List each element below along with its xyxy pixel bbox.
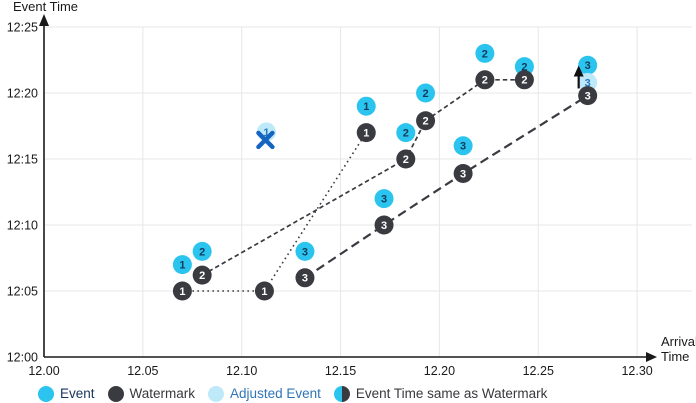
watermark-point (396, 149, 416, 169)
event-point (192, 241, 212, 261)
watermark-point (374, 215, 394, 235)
watermark-point (192, 265, 212, 285)
event-point-number: 2 (521, 62, 527, 74)
event-point (172, 255, 192, 275)
legend-item-watermark: Watermark (107, 385, 196, 402)
legend-item-event-same-as-watermark: Event Time same as Watermark (333, 385, 548, 402)
adjusted-event-point-number: 1 (263, 127, 269, 139)
y-tick-label: 12:20 (7, 87, 38, 101)
x-tick-label: 12.15 (325, 364, 356, 378)
event-point-number: 1 (179, 260, 185, 272)
watermark-point-number: 3 (381, 220, 387, 232)
legend-label-watermark: Watermark (129, 386, 196, 401)
watermark-point (172, 281, 192, 301)
event-point (295, 241, 315, 261)
event-point (374, 189, 394, 209)
event-point-number: 2 (199, 246, 205, 258)
legend-label-event: Event (60, 386, 95, 401)
y-axis-arrow-icon (39, 14, 49, 26)
event-point (578, 55, 598, 75)
event-swatch-icon (38, 385, 54, 402)
legend-item-adjusted-event: Adjusted Event (208, 385, 321, 402)
event-point (416, 83, 436, 103)
watermark-point (416, 111, 436, 131)
watermark-swatch-icon (107, 385, 124, 402)
x-tick-label: 12.00 (28, 364, 59, 378)
adjusted-event-swatch-icon (208, 385, 225, 402)
event-point-number: 3 (460, 141, 466, 153)
event-point-number: 2 (482, 48, 488, 60)
adjusted-event-point-number: 3 (585, 77, 591, 89)
x-tick-label: 12.10 (226, 364, 257, 378)
event-point-number: 3 (381, 194, 387, 206)
event-point (356, 96, 376, 116)
watermark-point (295, 268, 315, 288)
watermark-point (475, 70, 495, 90)
watermark-point-number: 2 (403, 154, 409, 166)
y-axis-title: Event Time (13, 0, 78, 14)
x-tick-label: 12.25 (523, 364, 554, 378)
event-same-as-watermark-swatch-icon (333, 385, 350, 402)
adjusted-event-point (578, 72, 598, 92)
watermark-point-number: 2 (521, 75, 527, 87)
watermark-point (578, 86, 598, 106)
legend: Event Watermark Adjusted Event Event Tim… (38, 384, 547, 403)
legend-label-adjusted-event: Adjusted Event (230, 386, 321, 401)
legend-label-event-same-as-watermark: Event Time same as Watermark (355, 386, 548, 401)
y-tick-label: 12:15 (7, 153, 38, 167)
watermark-point (453, 164, 473, 184)
event-point-number: 3 (585, 60, 591, 72)
watermark-point-number: 3 (460, 168, 466, 180)
watermark-point-number: 2 (422, 116, 428, 128)
adjusted-up-arrow-icon (573, 65, 584, 77)
y-tick-label: 12:00 (7, 351, 38, 365)
event-point-number: 2 (422, 88, 428, 100)
watermark-point (254, 281, 274, 301)
event-point (396, 123, 416, 143)
watermark-point-number: 2 (199, 270, 205, 282)
x-axis-arrow-icon (646, 352, 657, 362)
watermark-point-number: 1 (363, 128, 369, 140)
watermark-point (514, 70, 534, 90)
event-point (475, 43, 495, 63)
event-point-number: 3 (302, 246, 308, 258)
x-tick-label: 12.20 (424, 364, 455, 378)
watermark-line-dotted (182, 132, 367, 292)
watermark-point-number: 2 (482, 75, 488, 87)
legend-item-event: Event (38, 385, 95, 402)
y-tick-label: 12:10 (7, 219, 38, 233)
x-axis-title: Arrival (661, 334, 696, 349)
watermark-point-number: 1 (179, 286, 185, 298)
event-point (514, 57, 534, 77)
watermark-point-number: 3 (585, 91, 591, 103)
watermark-point (356, 123, 376, 143)
watermark-point-number: 1 (261, 286, 267, 298)
y-tick-label: 12:05 (7, 285, 38, 299)
dropped-event-x-icon (256, 130, 275, 150)
x-axis-title: Time (661, 349, 689, 364)
watermark-point-number: 3 (302, 273, 308, 285)
watermark-line-long-dash (304, 94, 589, 279)
chart-canvas: 12:00 12:05 12:10 12:15 12:20 12:25 12.00 12.05… (7, 0, 696, 378)
event-point (453, 136, 473, 156)
x-tick-label: 12.05 (127, 364, 158, 378)
event-point-number: 1 (363, 101, 369, 113)
y-tick-label: 12:25 (7, 21, 38, 35)
event-point-number: 2 (403, 128, 409, 140)
x-tick-label: 12.30 (621, 364, 652, 378)
